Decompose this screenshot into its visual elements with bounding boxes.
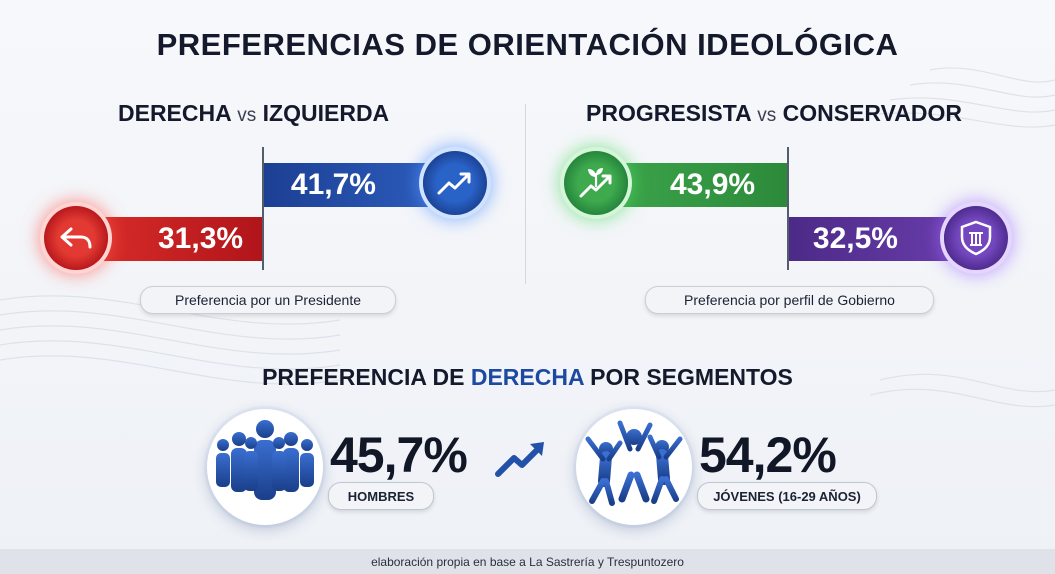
- sprout-growth-icon: [579, 168, 612, 198]
- jovenes-value: 54,2%: [699, 427, 837, 483]
- caption-presidente: Preferencia por un Presidente: [140, 286, 396, 314]
- segments-title-highlight: DERECHA: [470, 364, 584, 390]
- segments-title-b: POR SEGMENTOS: [590, 364, 793, 390]
- jovenes-label: JÓVENES (16-29 AÑOS): [697, 482, 877, 510]
- segments-title: PREFERENCIA DE DERECHA POR SEGMENTOS: [0, 364, 1055, 391]
- arrow-back-icon: [60, 227, 92, 249]
- sprout-growth-badge: [564, 151, 628, 215]
- right-chart-axis: [787, 147, 789, 270]
- panel-divider: [525, 104, 526, 284]
- arrow-back-badge: [44, 206, 108, 270]
- page-title: PREFERENCIAS DE ORIENTACIÓN IDEOLÓGICA: [156, 27, 899, 62]
- hombres-circle: [207, 409, 323, 525]
- heading-vs-2: vs: [757, 105, 777, 126]
- bar-derecha-label: 41,7%: [290, 168, 376, 201]
- left-chart-axis: [262, 147, 264, 270]
- footer-source: elaboración propia en base a La Sastrerí…: [0, 549, 1055, 574]
- segments-title-a: PREFERENCIA DE: [262, 364, 465, 390]
- jumping-youth-icon: [585, 420, 683, 506]
- heading-progresista: PROGRESISTA: [586, 100, 751, 126]
- trend-arrow-icon: [495, 442, 544, 477]
- shield-pillar-badge: [944, 206, 1008, 270]
- shield-pillar-icon: [960, 220, 992, 256]
- caption-gobierno: Preferencia por perfil de Gobierno: [645, 286, 934, 314]
- bar-derecha: 41,7%: [264, 163, 454, 207]
- heading-conservador: CONSERVADOR: [782, 100, 962, 126]
- bar-progresista-label: 43,9%: [670, 168, 756, 201]
- right-panel-heading: PROGRESISTA vs CONSERVADOR: [586, 100, 962, 127]
- people-group-icon: [216, 420, 314, 500]
- left-panel-heading: DERECHA vs IZQUIERDA: [118, 100, 389, 127]
- bar-conservador-label: 32,5%: [812, 222, 898, 255]
- trend-up-badge: [423, 151, 487, 215]
- heading-izquierda: IZQUIERDA: [262, 100, 390, 126]
- jovenes-circle: [576, 409, 692, 525]
- heading-derecha: DERECHA: [118, 100, 231, 126]
- heading-vs: vs: [237, 105, 257, 126]
- hombres-label: HOMBRES: [328, 482, 434, 510]
- trend-up-icon: [437, 172, 471, 195]
- bar-izquierda-label: 31,3%: [158, 222, 244, 255]
- hombres-value: 45,7%: [330, 427, 468, 483]
